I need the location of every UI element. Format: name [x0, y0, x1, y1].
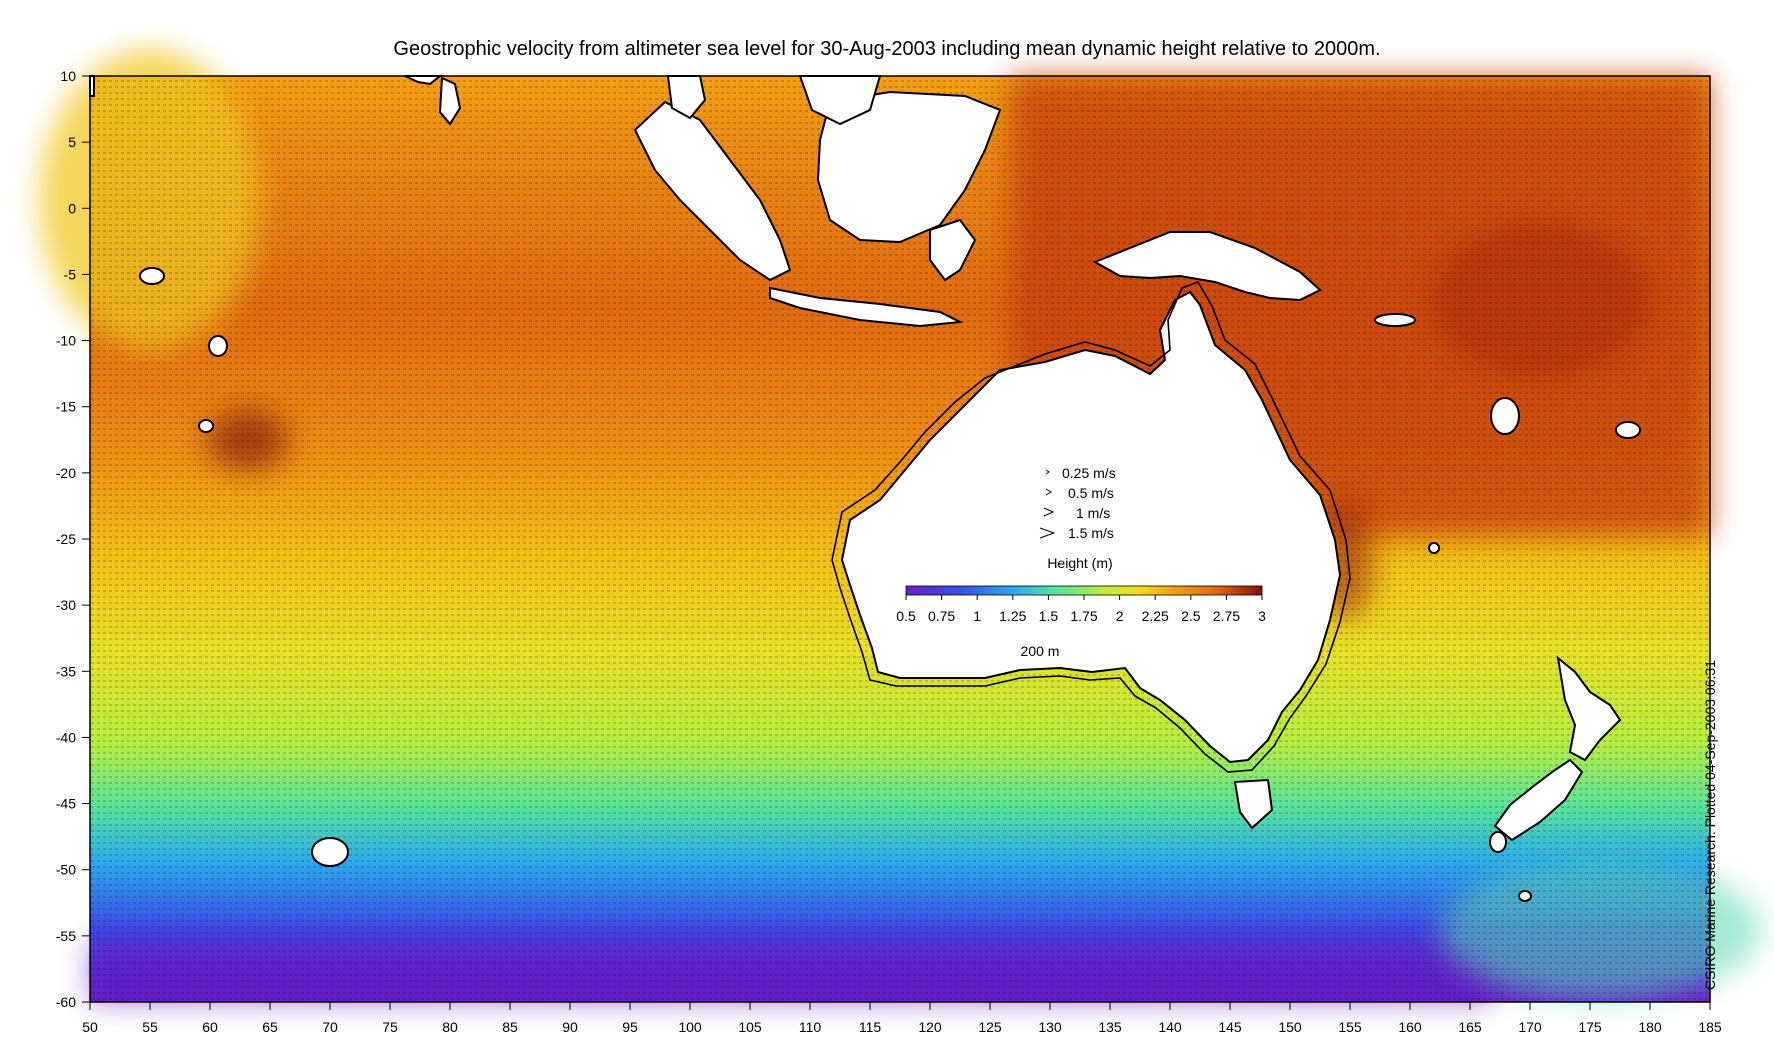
x-tick-label: 100	[678, 1019, 702, 1035]
x-tick-label: 90	[562, 1019, 578, 1035]
colorbar-tick-label: 2.25	[1142, 608, 1169, 624]
colorbar-tick-label: 3	[1258, 608, 1266, 624]
y-tick-label: -60	[56, 994, 76, 1010]
x-tick-label: 135	[1098, 1019, 1122, 1035]
x-tick-label: 150	[1278, 1019, 1302, 1035]
x-tick-label: 110	[799, 1019, 822, 1035]
x-tick-label: 130	[1038, 1019, 1062, 1035]
fiji-island	[1615, 421, 1641, 439]
x-tick-label: 185	[1698, 1019, 1722, 1035]
x-tick-label: 60	[202, 1019, 218, 1035]
crozet-island	[139, 267, 165, 285]
new-guinea-landmass	[1092, 231, 1322, 302]
y-tick-label: -20	[56, 465, 76, 481]
x-axis: 50 55 60 65 70 75 80 85 90 95 100 105 110 115 120 125 13…	[82, 1002, 1722, 1035]
y-tick-label: -45	[56, 796, 76, 812]
arrow-scale-1: 1 m/s	[1043, 505, 1110, 521]
colorbar-title: Height (m)	[1047, 555, 1112, 571]
credit-text: CSIRO Marine Research. Plotted 04-Sep-20…	[1702, 660, 1718, 990]
colorbar-tick-label: 2.5	[1181, 608, 1201, 624]
x-tick-label: 85	[502, 1019, 518, 1035]
x-tick-label: 180	[1638, 1019, 1662, 1035]
sumatra-landmass	[633, 100, 792, 282]
colorbar-tick-label: 1	[973, 608, 981, 624]
y-tick-label: -40	[56, 729, 76, 745]
x-tick-label: 160	[1398, 1019, 1422, 1035]
australia-landmass	[840, 290, 1342, 764]
x-tick-label: 70	[322, 1019, 338, 1035]
y-tick-label: 0	[68, 200, 76, 216]
colorbar-tick-label: 1.75	[1070, 608, 1097, 624]
borneo-landmass	[816, 90, 1002, 244]
x-tick-label: 55	[142, 1019, 158, 1035]
arrow-label-1: 1 m/s	[1076, 505, 1110, 521]
reunion-island	[198, 419, 214, 433]
x-tick-label: 140	[1158, 1019, 1182, 1035]
isobath-label: 200 m	[1021, 643, 1060, 659]
colorbar-tick-label: 0.75	[928, 608, 955, 624]
arrow-label-05: 0.5 m/s	[1068, 485, 1114, 501]
arrow-scale-025: 0.25 m/s	[1045, 465, 1116, 481]
velocity-arrow-legend: 0.25 m/s 0.5 m/s 1 m/s 1.5 m/s	[1039, 465, 1116, 541]
isobath-200m-contour	[831, 281, 1351, 773]
tasmania-landmass	[1233, 778, 1274, 830]
new-zealand-north-island	[1556, 655, 1622, 762]
x-tick-label: 165	[1458, 1019, 1482, 1035]
x-tick-label: 175	[1578, 1019, 1602, 1035]
map-title: Geostrophic velocity from altimeter sea …	[393, 38, 1381, 60]
colorbar-tick-label: 0.5	[896, 608, 916, 624]
auckland-island	[1489, 831, 1507, 853]
y-tick-label: -35	[56, 663, 76, 679]
y-tick-label: -15	[56, 399, 76, 415]
y-tick-label: 10	[60, 68, 76, 84]
new-caledonia-island	[1490, 397, 1520, 435]
y-tick-label: -5	[64, 266, 77, 282]
height-colorbar: Height (m) 0.5 0.75 1 1.25 1.5 1.75 2 2.25 2.5 2.…	[896, 555, 1266, 624]
lord-howe-island	[1428, 542, 1440, 554]
colorbar-ramp	[905, 585, 1263, 596]
colorbar-tick-label: 1.5	[1039, 608, 1059, 624]
sri-lanka-landmass	[438, 76, 462, 126]
y-tick-label: -25	[56, 531, 76, 547]
x-tick-label: 65	[262, 1019, 278, 1035]
arrow-scale-05: 0.5 m/s	[1045, 485, 1114, 501]
arrow-scale-15: 1.5 m/s	[1039, 525, 1114, 541]
colorbar-tick-label: 2.75	[1213, 608, 1240, 624]
x-tick-label: 155	[1338, 1019, 1362, 1035]
new-zealand-south-island	[1493, 758, 1584, 842]
sulawesi-landmass	[929, 218, 977, 282]
y-tick-label: -55	[56, 928, 76, 944]
x-tick-label: 105	[738, 1019, 762, 1035]
land-masses	[89, 75, 1641, 902]
y-tick-label: 5	[68, 134, 76, 150]
x-tick-label: 120	[918, 1019, 942, 1035]
colorbar-ticks: 0.5 0.75 1 1.25 1.5 1.75 2 2.25 2.5 2.75 3	[896, 595, 1266, 624]
java-landmass	[769, 286, 964, 328]
mauritius-island	[208, 335, 228, 357]
y-tick-label: -50	[56, 862, 76, 878]
arrow-label-15: 1.5 m/s	[1068, 525, 1114, 541]
x-tick-label: 115	[859, 1019, 882, 1035]
x-tick-label: 95	[622, 1019, 638, 1035]
campbell-island	[1518, 890, 1532, 902]
x-tick-label: 50	[82, 1019, 98, 1035]
x-tick-label: 75	[382, 1019, 398, 1035]
y-tick-label: -30	[56, 597, 76, 613]
colorbar-tick-label: 1.25	[999, 608, 1026, 624]
x-tick-label: 80	[442, 1019, 458, 1035]
solomon-island	[1374, 313, 1416, 327]
x-tick-label: 170	[1518, 1019, 1542, 1035]
y-tick-label: -10	[56, 333, 76, 349]
arrow-label-025: 0.25 m/s	[1062, 465, 1116, 481]
colorbar-tick-label: 2	[1116, 608, 1124, 624]
x-tick-label: 145	[1218, 1019, 1242, 1035]
kerguelen-island	[311, 837, 349, 867]
y-axis: 10 5 0 -5 -10 -15 -20 -25 -30 -35 -40 -45 -50 -55 -60	[56, 68, 90, 1010]
x-tick-label: 125	[978, 1019, 1002, 1035]
